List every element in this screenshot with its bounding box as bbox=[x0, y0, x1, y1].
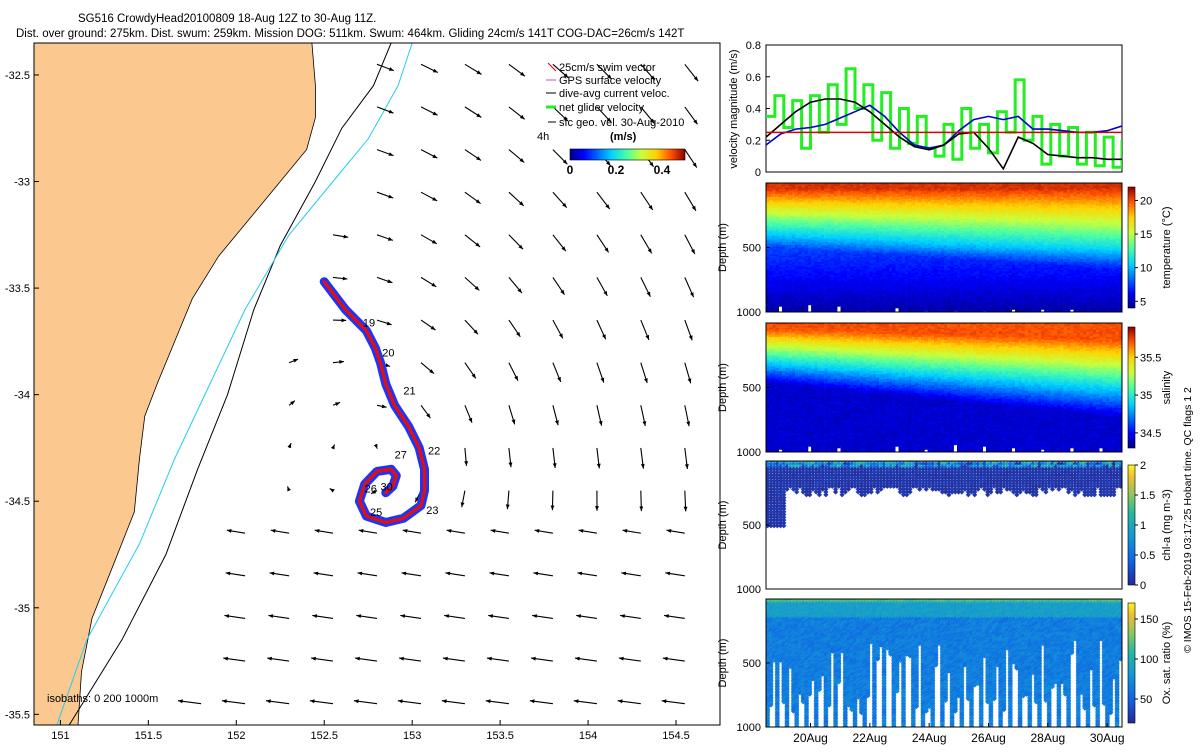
map-x-tick-label: 152 bbox=[227, 730, 245, 742]
map-y-tick-label: -32.5 bbox=[5, 70, 30, 82]
header-line-2: Dist. over ground: 275km. Dist. swum: 25… bbox=[16, 28, 684, 40]
map-x-tick-label: 153.5 bbox=[486, 730, 514, 742]
profile-sample bbox=[779, 301, 782, 307]
profile-sample bbox=[896, 302, 899, 308]
map-y-tick-label: -33 bbox=[14, 177, 30, 189]
map-y-tick-label: -34 bbox=[14, 390, 30, 402]
velocity-panel: 0 0.2 0.4 0.6 0.8 velocity magnitude (m/s) bbox=[728, 40, 1122, 179]
legend-dac-label: dive-avg current veloc. bbox=[559, 88, 670, 100]
map-y-tick-label: -35 bbox=[14, 603, 30, 615]
header-line-1: SG516 CrowdyHead20100809 18-Aug 12Z to 3… bbox=[78, 13, 376, 25]
day-label: 27 bbox=[395, 450, 407, 462]
map-colorbar-tick-label: 0.4 bbox=[654, 163, 671, 177]
day-label: 21 bbox=[403, 386, 415, 398]
map-x-tick-label: 154 bbox=[579, 730, 597, 742]
legend-gps-label: GPS surface velocity bbox=[559, 75, 662, 87]
legend-geo-label: sfc geo. vel. 30-Aug-2010 bbox=[559, 117, 684, 129]
panel-marks bbox=[766, 180, 1122, 315]
velocity-ylabel: velocity magnitude (m/s) bbox=[728, 49, 740, 168]
profile-sample bbox=[837, 301, 840, 307]
velocity-y-tick-label: 0.4 bbox=[746, 104, 761, 116]
map-colorbar-tick-label: 0 bbox=[567, 163, 574, 177]
velocity-y-tick-label: 0.8 bbox=[746, 40, 761, 52]
map-colorbar bbox=[570, 149, 685, 160]
day-label: 20 bbox=[382, 347, 394, 359]
velocity-y-tick-label: 0 bbox=[755, 167, 761, 179]
day-label: 22 bbox=[428, 445, 440, 457]
map-x-tick-label: 151.5 bbox=[135, 730, 163, 742]
profile-sample bbox=[808, 299, 811, 305]
day-label: 19 bbox=[363, 317, 375, 329]
day-label: 26 bbox=[365, 484, 377, 496]
map-y-tick-label: -34.5 bbox=[5, 496, 30, 508]
velocity-y-tick-label: 0.2 bbox=[746, 135, 761, 147]
map-x-tick-label: 154.5 bbox=[662, 730, 690, 742]
velocity-y-tick-label: 0.6 bbox=[746, 72, 761, 84]
profile-sample bbox=[925, 305, 928, 311]
trajectory-map: 19 20 21 22 23 25 26 27 30 151 151.5 152 152.5 153 15… bbox=[0, 11, 720, 750]
legend-4h-label: 4h bbox=[537, 131, 549, 143]
map-y-tick-label: -33.5 bbox=[5, 283, 30, 295]
map-x-tick-label: 152.5 bbox=[310, 730, 338, 742]
legend-swim-label: 25cm/s swim vector bbox=[559, 62, 656, 74]
map-colorbar-tick-label: 0.2 bbox=[608, 163, 625, 177]
day-label: 25 bbox=[370, 507, 382, 519]
map-x-tick-label: 153 bbox=[403, 730, 421, 742]
day-label: 30 bbox=[381, 482, 393, 494]
map-y-tick-label: -35.5 bbox=[5, 709, 30, 721]
day-label: 23 bbox=[426, 505, 438, 517]
map-colorbar-title: (m/s) bbox=[610, 131, 637, 143]
isobath-label: isobaths: 0 200 1000m bbox=[47, 693, 158, 705]
map-x-tick-label: 151 bbox=[51, 730, 69, 742]
profile-sample bbox=[866, 305, 869, 311]
legend-net-label: net glider velocity bbox=[559, 102, 644, 114]
